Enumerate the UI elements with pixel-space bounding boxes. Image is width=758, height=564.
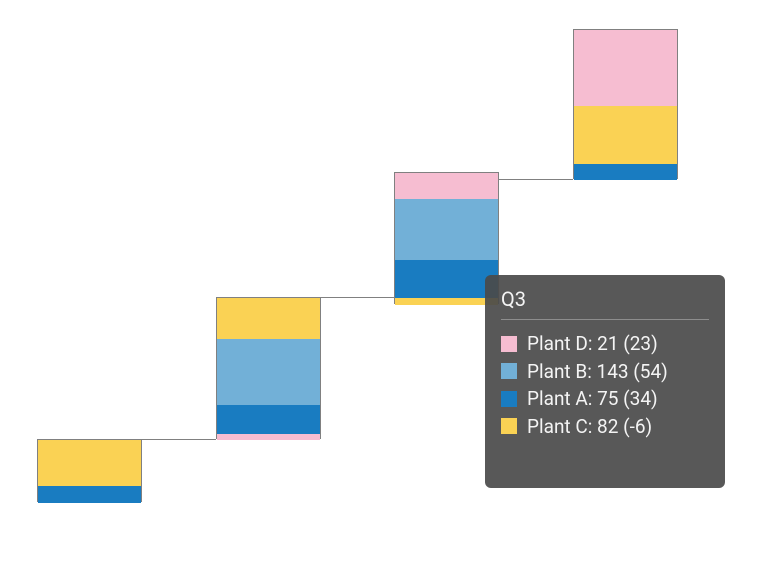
tooltip-row-label: Plant D: 21 (23) xyxy=(527,330,658,358)
bar-segment xyxy=(395,199,498,260)
bar-segment xyxy=(217,405,320,434)
tooltip-divider xyxy=(501,319,709,320)
bar-q3[interactable] xyxy=(394,172,499,304)
connector-1 xyxy=(321,297,394,298)
bar-segment xyxy=(217,298,320,339)
bar-segment xyxy=(574,30,677,107)
bar-segment xyxy=(38,440,141,486)
tooltip-row-label: Plant A: 75 (34) xyxy=(527,385,658,413)
tooltip-row-1: Plant B: 143 (54) xyxy=(501,358,709,386)
swatch-icon xyxy=(501,391,517,407)
swatch-icon xyxy=(501,363,517,379)
bar-segment xyxy=(395,260,498,298)
tooltip: Q3 Plant D: 21 (23) Plant B: 143 (54) Pl… xyxy=(485,275,725,488)
tooltip-row-label: Plant B: 143 (54) xyxy=(527,358,668,386)
bar-q4[interactable] xyxy=(573,29,678,179)
tooltip-row-3: Plant C: 82 (-6) xyxy=(501,413,709,441)
bar-q1[interactable] xyxy=(37,439,142,502)
bar-q2[interactable] xyxy=(216,297,321,438)
tooltip-title: Q3 xyxy=(501,287,709,311)
tooltip-row-2: Plant A: 75 (34) xyxy=(501,385,709,413)
bar-segment xyxy=(574,164,677,180)
bar-segment xyxy=(574,106,677,164)
connector-2 xyxy=(499,179,573,180)
swatch-icon xyxy=(501,336,517,352)
tooltip-row-0: Plant D: 21 (23) xyxy=(501,330,709,358)
bar-segment xyxy=(217,339,320,405)
bar-segment xyxy=(395,298,498,305)
connector-0 xyxy=(142,439,216,440)
bar-segment xyxy=(38,486,141,503)
bar-segment xyxy=(395,173,498,199)
tooltip-row-label: Plant C: 82 (-6) xyxy=(527,413,652,441)
swatch-icon xyxy=(501,418,517,434)
bar-segment xyxy=(217,434,320,440)
